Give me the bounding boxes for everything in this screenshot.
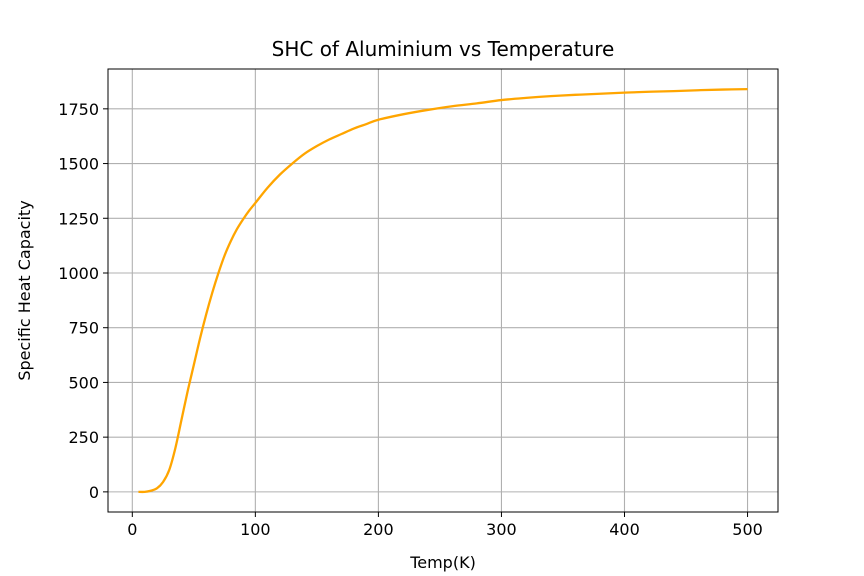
x-tick-label: 400 bbox=[609, 520, 640, 539]
x-tick-label: 100 bbox=[240, 520, 271, 539]
x-axis-label: Temp(K) bbox=[409, 553, 476, 572]
grid bbox=[108, 69, 778, 512]
y-tick-label: 1000 bbox=[58, 264, 99, 283]
x-axis-ticks: 0 100 200 300 400 500 bbox=[127, 512, 763, 539]
y-tick-label: 500 bbox=[68, 373, 99, 392]
x-tick-label: 300 bbox=[486, 520, 517, 539]
series-line-0 bbox=[138, 87, 748, 494]
y-tick-label: 750 bbox=[68, 319, 99, 338]
series-layer bbox=[138, 87, 748, 494]
x-tick-label: 0 bbox=[127, 520, 137, 539]
y-tick-label: 1500 bbox=[58, 155, 99, 174]
y-tick-label: 1750 bbox=[58, 100, 99, 119]
x-tick-label: 200 bbox=[363, 520, 394, 539]
y-axis-ticks: 0 250 500 750 1000 1250 1500 1750 bbox=[58, 100, 108, 502]
y-tick-label: 250 bbox=[68, 428, 99, 447]
plot-frame bbox=[107, 68, 779, 513]
y-axis-label: Specific Heat Capacity bbox=[15, 200, 34, 380]
y-tick-label: 0 bbox=[89, 483, 99, 502]
chart-title: SHC of Aluminium vs Temperature bbox=[272, 37, 615, 61]
x-tick-label: 500 bbox=[732, 520, 763, 539]
y-tick-label: 1250 bbox=[58, 209, 99, 228]
